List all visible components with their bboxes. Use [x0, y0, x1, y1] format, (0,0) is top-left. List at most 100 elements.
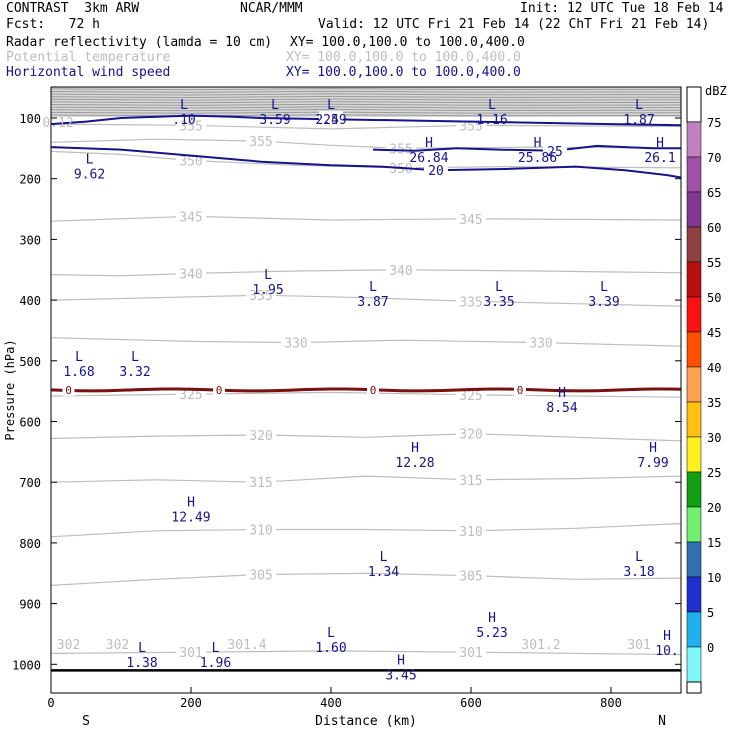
colorbar-swatch — [686, 261, 702, 298]
extremum-L: L — [369, 280, 377, 295]
extremum-value: 3.87 — [357, 295, 388, 310]
extremum-value: 9.62 — [74, 168, 105, 183]
y-tick-label: 700 — [19, 476, 41, 490]
upper-theta-band — [50, 87, 682, 117]
theta-value-label: 301 — [627, 638, 650, 653]
theta-label-330: 330 — [529, 337, 552, 352]
theta-label-bg — [246, 287, 276, 303]
upper-theta-line — [50, 98, 682, 101]
theta-contour-305 — [50, 572, 682, 586]
extremum-value: 7.99 — [637, 456, 668, 471]
theta-contour-345 — [50, 215, 682, 222]
wind-label-bg — [424, 162, 448, 178]
zero-label-bg — [62, 382, 75, 396]
theta-label-305: 305 — [459, 570, 482, 585]
field-name-theta: Potential temperature — [6, 50, 171, 65]
zero-label-bg — [213, 382, 225, 396]
theta-label-350: 350 — [179, 154, 202, 169]
theta-value-label: 301.4 — [227, 638, 266, 653]
extremum-L: L — [131, 350, 139, 365]
special-lines: 0 0 0 0 — [50, 382, 682, 672]
extremum-H: H — [649, 441, 657, 456]
theta-label-bg — [176, 265, 206, 281]
colorbar-label: 40 — [707, 361, 721, 375]
colorbar-swatch — [686, 541, 702, 578]
colorbar-swatch — [686, 296, 702, 333]
wind-label-bg — [319, 111, 343, 127]
x-end-label-s: S — [82, 714, 90, 729]
theta-label-320: 320 — [459, 428, 482, 443]
x-axis-label: Distance (km) — [315, 714, 417, 729]
theta-value-label: 302 — [57, 638, 80, 653]
theta-contour-335 — [50, 294, 682, 307]
theta-label-325: 325 — [179, 388, 202, 403]
y-tick-label: 300 — [19, 233, 41, 247]
x-end-label-n: N — [658, 714, 666, 729]
field-xy-theta: XY= 100.0,100.0 to 100.0,400.0 — [286, 50, 521, 65]
theta-label-320: 320 — [249, 429, 272, 444]
y-tick-label: 600 — [19, 416, 41, 430]
colorbar-label: 0 — [707, 641, 714, 655]
extremum-L: L — [495, 280, 503, 295]
theta-contours: 355 355 355 355 350 350 345 345 340 340 335 335 330 3… — [50, 117, 682, 661]
theta-label-bg — [456, 644, 486, 660]
theta-label-bg — [246, 426, 276, 442]
theta-label-340: 340 — [179, 267, 202, 282]
x-tick-label: 200 — [180, 696, 202, 710]
colorbar-swatch — [686, 646, 702, 683]
upper-theta-line — [50, 106, 682, 109]
theta-label-310: 310 — [459, 525, 482, 540]
theta-label-bg — [281, 334, 311, 350]
theta-label-355: 355 — [179, 119, 202, 134]
colorbar-label: 70 — [707, 151, 721, 165]
extremum-L: L — [327, 626, 335, 641]
extremum-value: 1.38 — [126, 656, 157, 671]
y-tick-label: 900 — [19, 598, 41, 612]
colorbar-swatch — [686, 436, 702, 473]
theta-contour-320 — [50, 432, 682, 442]
colorbar-swatch — [686, 226, 702, 263]
theta-label-bg — [456, 567, 486, 583]
colorbar-swatch — [686, 471, 702, 508]
theta-contour-355 — [50, 138, 682, 149]
extremum-H: H — [534, 136, 542, 151]
extremum-L: L — [380, 550, 388, 565]
colorbar-swatch — [686, 576, 702, 613]
extremum-value: 12.28 — [395, 456, 434, 471]
extremum-value: 26.84 — [409, 151, 448, 166]
theta-label-bg — [246, 521, 276, 537]
wind-label-25: 25 — [547, 145, 563, 160]
wind-contour-25 — [50, 114, 682, 127]
colorbar-label: 55 — [707, 256, 721, 270]
y-tick-label: 400 — [19, 294, 41, 308]
theta-label-bg — [456, 471, 486, 487]
theta-contour-315 — [50, 475, 682, 483]
plot-frame — [50, 86, 682, 694]
extremum-value: 3.59 — [259, 113, 290, 128]
extremum-value: 12.49 — [171, 510, 210, 525]
theta-label-bg — [526, 334, 556, 350]
upper-theta-line — [50, 93, 682, 96]
y-tick-label: 100 — [19, 112, 41, 126]
extremum-value: 2.49 — [315, 113, 346, 128]
extremum-value: 3.35 — [483, 295, 514, 310]
extremum-H: H — [187, 495, 195, 510]
theta-label-bg — [176, 152, 206, 168]
extremum-value: 3.45 — [385, 668, 416, 683]
field-xy-reflectivity: XY= 100.0,100.0 to 100.0,400.0 — [290, 35, 525, 50]
upper-theta-line — [50, 95, 682, 99]
extremum-L: L — [264, 268, 272, 283]
extremum-value: 5.23 — [476, 626, 507, 641]
upper-theta-line — [50, 103, 682, 106]
theta-label-bg — [176, 644, 206, 660]
forecast-hour: Fcst: 72 h — [6, 17, 100, 32]
theta-label-325: 325 — [459, 389, 482, 404]
theta-label-bg — [456, 293, 486, 309]
upper-theta-line — [50, 88, 682, 91]
theta-label-350: 350 — [389, 162, 412, 177]
extremum-L: L — [488, 98, 496, 113]
theta-contour-330 — [50, 337, 682, 347]
wind-contour-25 — [372, 144, 681, 152]
x-tick-label: 800 — [600, 696, 622, 710]
